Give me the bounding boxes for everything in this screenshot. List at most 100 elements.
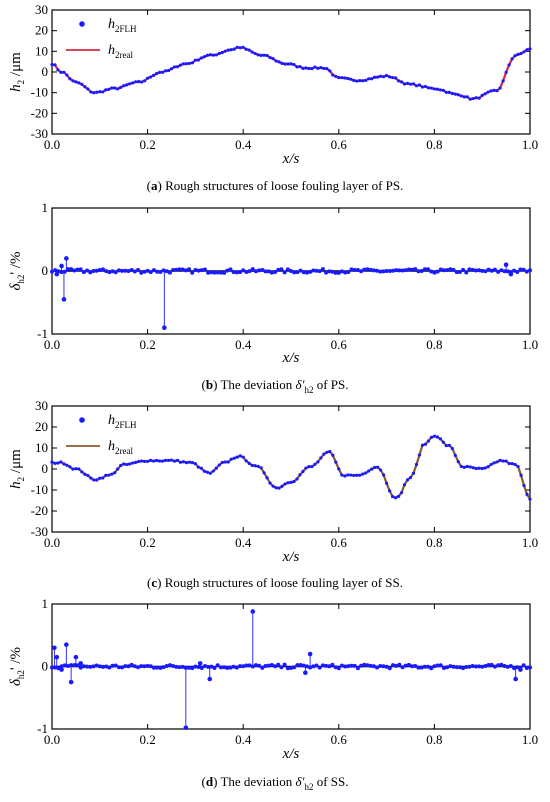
series-point-flh <box>137 459 141 464</box>
series-point-flh <box>104 473 108 477</box>
deviation-point <box>426 664 431 669</box>
series-point-flh <box>456 460 460 464</box>
deviation-point <box>441 666 446 671</box>
deviation-point <box>199 666 204 671</box>
series-point-flh <box>453 453 457 457</box>
series-point-flh <box>474 96 478 100</box>
deviation-point <box>180 267 185 272</box>
series-point-flh <box>140 459 144 463</box>
series-point-flh <box>426 86 431 90</box>
deviation-point <box>215 663 220 668</box>
x-tick-label: 0.6 <box>331 337 348 352</box>
series-point-flh <box>361 79 365 83</box>
series-point-flh <box>373 75 377 79</box>
series-point-flh <box>459 94 463 98</box>
series-point-flh <box>346 76 350 81</box>
deviation-point <box>324 663 329 668</box>
deviation-point <box>524 665 529 670</box>
series-point-flh <box>379 74 383 78</box>
deviation-point <box>448 267 453 272</box>
series-point-flh <box>465 464 469 469</box>
series-point-flh <box>286 62 290 66</box>
x-tick-label: 1.0 <box>522 137 538 152</box>
deviation-point <box>129 268 134 273</box>
deviation-point <box>429 666 434 671</box>
series-point-flh <box>349 473 353 477</box>
series-point-flh <box>190 461 195 465</box>
deviation-point <box>75 663 80 668</box>
deviation-point <box>276 662 281 667</box>
deviation-point <box>187 267 192 272</box>
deviation-point <box>196 664 201 669</box>
panel-caption: (d) The deviation δ′h2 of SS. <box>202 774 349 792</box>
series-point-flh <box>50 62 54 67</box>
series-point-flh <box>352 78 356 83</box>
series-point-flh <box>214 466 218 470</box>
deviation-point <box>461 267 466 272</box>
series-point-flh <box>232 456 236 460</box>
series-point-flh <box>274 486 278 490</box>
deviation-point <box>320 663 325 668</box>
deviation-point <box>231 270 236 275</box>
series-point-flh <box>370 467 374 471</box>
series-point-flh <box>128 462 132 466</box>
deviation-point <box>324 270 329 275</box>
deviation-point <box>432 270 437 275</box>
deviation-point <box>225 268 230 273</box>
deviation-point <box>330 662 335 667</box>
deviation-point <box>65 267 70 272</box>
deviation-point <box>177 267 182 272</box>
series-point-flh <box>387 489 392 493</box>
series-point-flh <box>438 437 442 441</box>
series-point-flh <box>160 459 165 463</box>
series-point-flh <box>217 463 221 467</box>
deviation-spike-point <box>73 654 79 660</box>
series-point-flh <box>77 81 81 85</box>
series-point-flh <box>202 55 206 59</box>
deviation-point <box>136 268 141 273</box>
y-tick-label: 20 <box>35 23 48 38</box>
deviation-point <box>477 664 482 669</box>
x-tick-label: 0.0 <box>44 732 60 747</box>
deviation-point <box>85 268 90 273</box>
series-point-flh <box>385 481 389 485</box>
deviation-point <box>81 664 86 669</box>
y-tick-label: -30 <box>31 126 48 141</box>
deviation-spike-point <box>54 654 60 660</box>
series-point-flh <box>432 87 436 91</box>
series-point-flh <box>163 458 168 462</box>
deviation-point <box>343 664 348 669</box>
deviation-spike-point <box>68 679 74 685</box>
deviation-point <box>94 663 99 668</box>
deviation-point <box>333 665 338 670</box>
deviation-point <box>387 269 392 274</box>
series-point-flh <box>459 464 463 469</box>
deviation-point <box>116 665 121 670</box>
series-point-flh <box>528 497 532 501</box>
series-point-flh <box>86 87 90 91</box>
series-point-flh <box>95 90 99 94</box>
series-point-flh <box>283 62 287 66</box>
series-point-flh <box>92 478 96 482</box>
deviation-point <box>88 664 93 669</box>
series-point-flh <box>280 61 284 65</box>
deviation-point <box>148 664 153 669</box>
deviation-point <box>464 664 469 669</box>
deviation-spike-point <box>162 325 167 331</box>
deviation-point <box>247 663 252 668</box>
deviation-point <box>273 664 278 669</box>
series-point-flh <box>271 57 275 61</box>
series-point-flh <box>235 455 239 459</box>
deviation-spike-point <box>503 262 509 268</box>
deviation-point <box>250 267 255 272</box>
series-point-flh <box>53 63 57 67</box>
chart-panel-a: 0.0 0.2 0.4 0.6 0.8 1.0 30 20 10 0 -10 -20 -30 x/s h2 … <box>8 2 538 193</box>
series-point-flh <box>199 466 203 470</box>
series-point-flh <box>56 461 60 465</box>
deviation-point <box>454 665 459 670</box>
series-point-flh <box>83 85 87 89</box>
deviation-point <box>250 664 255 669</box>
series-point-flh <box>325 450 329 454</box>
series-point-flh <box>154 458 159 463</box>
deviation-spike-point <box>61 297 67 302</box>
